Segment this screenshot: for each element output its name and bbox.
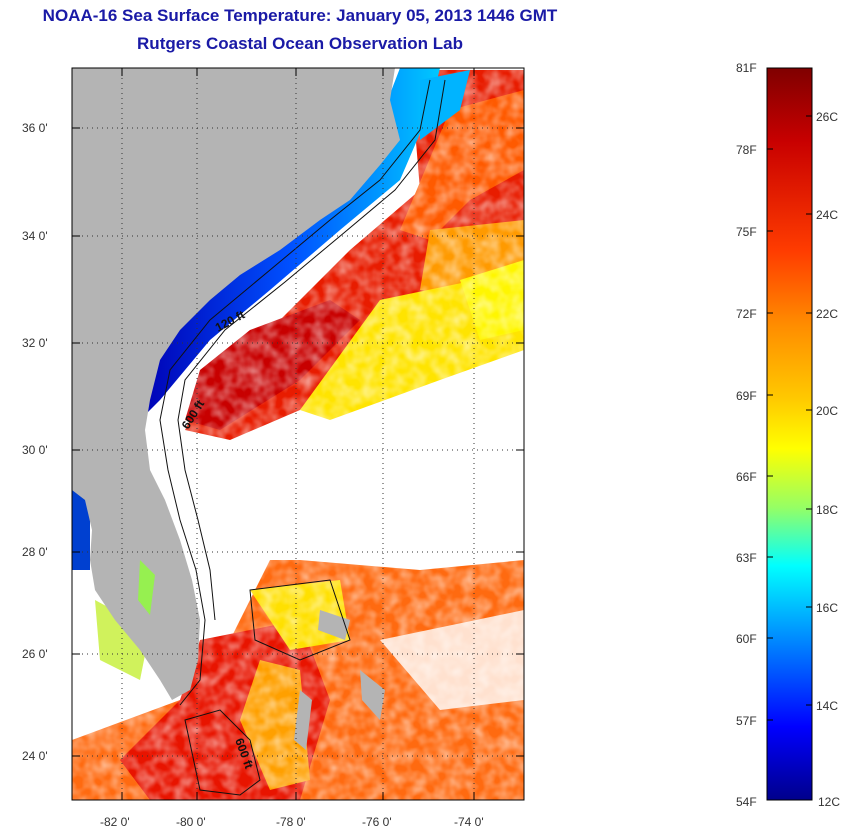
sst-map: 120 ft 600 ft 600 ft xyxy=(72,68,524,800)
no-data-patch xyxy=(380,610,524,710)
no-data-region xyxy=(200,400,524,570)
lat-label-26: 26 0' xyxy=(22,647,48,661)
map-title: NOAA-16 Sea Surface Temperature: January… xyxy=(42,6,558,25)
colorbar-f-78: 78F xyxy=(736,143,757,157)
lon-label-82: -82 0' xyxy=(100,815,130,829)
colorbar-f-72: 72F xyxy=(736,307,757,321)
colorbar-f-75: 75F xyxy=(736,225,757,239)
eleuthera-island xyxy=(360,670,385,720)
colorbar-c-20: 20C xyxy=(816,404,838,418)
contour-120ft xyxy=(159,79,431,706)
colorbar-c-24: 24C xyxy=(816,208,838,222)
andros-island xyxy=(294,690,312,750)
colorbar-f-69: 69F xyxy=(736,389,757,403)
colorbar-f-81: 81F xyxy=(736,61,757,75)
lon-label-80: -80 0' xyxy=(176,815,206,829)
colorbar-c-12: 12C xyxy=(818,795,840,809)
lat-label-30: 30 0' xyxy=(22,443,48,457)
map-ticks xyxy=(72,68,524,800)
lake-okeechobee xyxy=(138,560,155,615)
lat-label-24: 24 0' xyxy=(22,749,48,763)
colorbar-c-18: 18C xyxy=(816,503,838,517)
contour-600ft xyxy=(177,79,446,621)
lon-label-76: -76 0' xyxy=(362,815,392,829)
lat-label-28: 28 0' xyxy=(22,545,48,559)
contour-straits xyxy=(184,709,261,796)
map-frame xyxy=(71,67,525,801)
colorbar-f-63: 63F xyxy=(736,551,757,565)
colorbar-f-57: 57F xyxy=(736,714,757,728)
gulf-yellowgreen-water xyxy=(95,600,150,680)
gulf-coast-blue xyxy=(72,490,90,570)
colorbar-f-60: 60F xyxy=(736,632,757,646)
colorbar-c-14: 14C xyxy=(816,699,838,713)
graticule xyxy=(72,68,524,800)
lon-label-74: -74 0' xyxy=(454,815,484,829)
land-mainland xyxy=(72,68,400,700)
shelf-cyan-water xyxy=(420,70,470,140)
colorbar-c-22: 22C xyxy=(816,307,838,321)
colorbar-f-54: 54F xyxy=(736,795,757,809)
colorbar-f-66: 66F xyxy=(736,470,757,484)
colorbar-c-16: 16C xyxy=(816,601,838,615)
lat-label-36: 36 0' xyxy=(22,121,48,135)
colorbar xyxy=(766,67,813,801)
lon-label-78: -78 0' xyxy=(276,815,306,829)
lat-label-32: 32 0' xyxy=(22,336,48,350)
lat-label-34: 34 0' xyxy=(22,229,48,243)
colorbar-c-26: 26C xyxy=(816,110,838,124)
contour-bank xyxy=(249,579,351,661)
map-subtitle: Rutgers Coastal Ocean Observation Lab xyxy=(137,34,463,53)
colorbar-ticks xyxy=(767,115,812,721)
